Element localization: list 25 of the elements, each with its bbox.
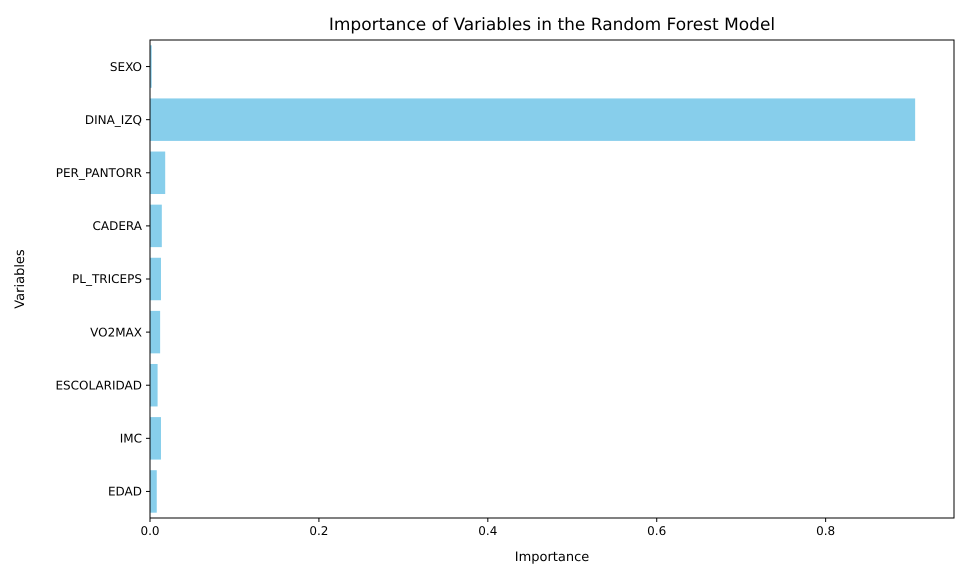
y-tick-label: CADERA	[92, 219, 143, 234]
bar	[150, 152, 166, 194]
bar	[150, 470, 157, 513]
chart-title: Importance of Variables in the Random Forest Model	[328, 15, 776, 35]
x-tick-label: 0.2	[309, 524, 328, 538]
bar	[150, 417, 161, 460]
x-tick-label: 0.0	[140, 524, 160, 538]
y-axis-title: Variables	[13, 249, 28, 309]
bar	[150, 310, 160, 354]
y-tick-label: EDAD	[108, 484, 142, 499]
bar	[150, 98, 916, 141]
y-tick-label: VO2MAX	[90, 325, 142, 340]
x-tick-label: 0.8	[816, 524, 836, 538]
x-tick-label: 0.6	[647, 524, 666, 538]
bar	[150, 204, 162, 248]
bar	[150, 258, 161, 300]
x-tick-label: 0.4	[478, 524, 498, 538]
y-tick-label: ESCOLARIDAD	[55, 378, 142, 392]
bar	[150, 364, 158, 406]
x-axis-title: Importance	[514, 550, 590, 565]
y-tick-label: PER_PANTORR	[56, 166, 142, 180]
y-tick-label: PL_TRICEPS	[72, 272, 142, 286]
y-tick-label: SEXO	[110, 60, 142, 74]
y-tick-label: DINA_IZQ	[84, 112, 142, 127]
y-tick-label: IMC	[120, 432, 142, 446]
